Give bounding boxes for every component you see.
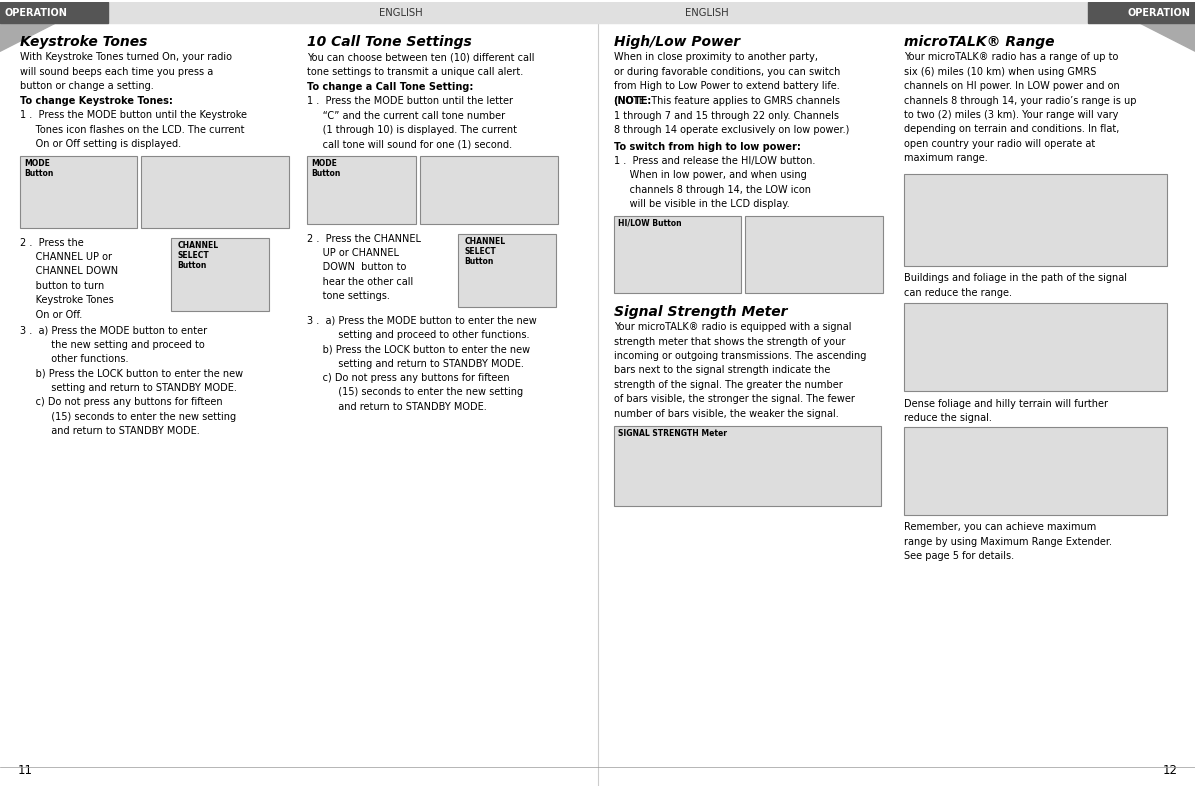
Text: Buildings and foliage in the path of the signal
can reduce the range.: Buildings and foliage in the path of the… [905,273,1128,298]
Bar [613,216,742,293]
Text: MODE
Button: MODE Button [24,159,53,178]
Text: MODE
Button: MODE Button [311,159,340,178]
Text: 1 .  Press the MODE button until the Keystroke
     Tones icon flashes on the LC: 1 . Press the MODE button until the Keys… [20,110,247,149]
Bar [458,233,556,307]
Bar [905,174,1168,266]
Text: microTALK® Range: microTALK® Range [905,35,1055,50]
Text: ENGLISH: ENGLISH [379,9,422,18]
Text: Keystroke Tones: Keystroke Tones [20,35,148,50]
Text: 2 .  Press the
     CHANNEL UP or
     CHANNEL DOWN
     button to turn
     Key: 2 . Press the CHANNEL UP or CHANNEL DOWN… [20,238,118,320]
Bar [1087,2,1195,24]
Bar [745,216,882,293]
Bar [20,156,138,228]
Text: 3 .  a) Press the MODE button to enter
          the new setting and proceed to
: 3 . a) Press the MODE button to enter th… [20,325,244,436]
Bar [905,303,1168,391]
Bar [142,156,289,228]
Text: 11: 11 [18,764,32,776]
Text: CHANNEL
SELECT
Button: CHANNEL SELECT Button [178,240,218,270]
Text: 1 .  Press the MODE button until the letter
     “C” and the current call tone n: 1 . Press the MODE button until the lett… [307,96,517,150]
Text: To change Keystroke Tones:: To change Keystroke Tones: [20,96,173,106]
Text: To change a Call Tone Setting:: To change a Call Tone Setting: [307,82,473,92]
Text: You can choose between ten (10) different call
tone settings to transmit a uniqu: You can choose between ten (10) differen… [307,52,534,76]
Bar [598,2,1195,24]
Text: When in close proximity to another party,
or during favorable conditions, you ca: When in close proximity to another party… [613,52,840,91]
Text: (NOTE:: (NOTE: [613,96,652,106]
Bar [307,156,416,224]
Text: 12: 12 [1163,764,1177,776]
Text: (NOTE: This feature applies to GMRS channels
1 through 7 and 15 through 22 only.: (NOTE: This feature applies to GMRS chan… [613,96,848,135]
Text: 3 .  a) Press the MODE button to enter the new
          setting and proceed to : 3 . a) Press the MODE button to enter th… [307,315,536,411]
Text: 2 .  Press the CHANNEL
     UP or CHANNEL
     DOWN  button to
     hear the oth: 2 . Press the CHANNEL UP or CHANNEL DOWN… [307,233,421,301]
Bar [0,2,598,24]
Bar [905,427,1168,515]
Text: With Keystroke Tones turned On, your radio
will sound beeps each time you press : With Keystroke Tones turned On, your rad… [20,52,232,91]
Text: 1 .  Press and release the HI/LOW button.
     When in low power, and when using: 1 . Press and release the HI/LOW button.… [613,156,815,209]
Text: Your microTALK® radio has a range of up to
six (6) miles (10 km) when using GMRS: Your microTALK® radio has a range of up … [905,52,1136,163]
Text: OPERATION: OPERATION [5,9,68,18]
Text: CHANNEL
SELECT
Button: CHANNEL SELECT Button [464,236,505,266]
Bar [0,2,108,24]
Text: Your microTALK® radio is equipped with a signal
strength meter that shows the st: Your microTALK® radio is equipped with a… [613,322,866,418]
Text: High/Low Power: High/Low Power [613,35,739,50]
Bar [420,156,558,224]
Bar [172,238,269,311]
Text: 10 Call Tone Settings: 10 Call Tone Settings [307,35,472,50]
Polygon shape [0,24,55,51]
Polygon shape [1140,24,1195,51]
Text: Dense foliage and hilly terrain will further
reduce the signal.: Dense foliage and hilly terrain will fur… [905,399,1109,423]
Text: To switch from high to low power:: To switch from high to low power: [613,142,800,152]
Bar [613,426,881,506]
Text: SIGNAL STRENGTH Meter: SIGNAL STRENGTH Meter [618,429,726,438]
Text: HI/LOW Button: HI/LOW Button [618,219,682,228]
Text: OPERATION: OPERATION [1128,9,1190,18]
Text: ENGLISH: ENGLISH [685,9,730,18]
Text: Remember, you can achieve maximum
range by using Maximum Range Extender.
See pag: Remember, you can achieve maximum range … [905,522,1112,561]
Text: Signal Strength Meter: Signal Strength Meter [613,305,787,319]
